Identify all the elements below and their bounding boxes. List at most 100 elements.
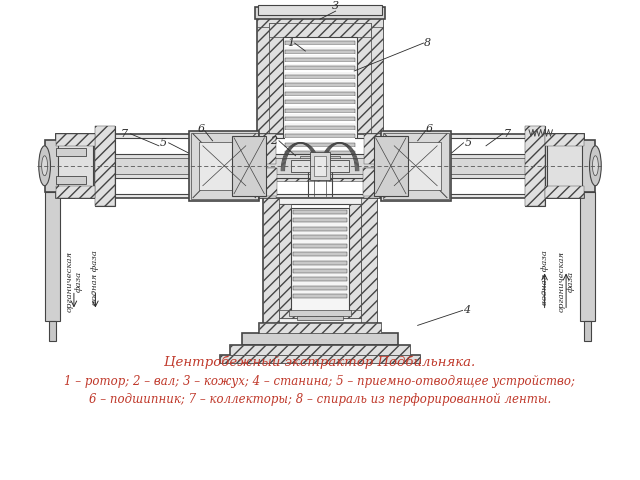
Bar	[285, 62, 355, 63]
Text: водная фаза: водная фаза	[92, 251, 99, 305]
Text: 5: 5	[465, 138, 472, 148]
Bar	[364, 134, 383, 164]
Bar	[364, 168, 383, 198]
Text: 2: 2	[269, 136, 276, 146]
Bar	[292, 227, 348, 230]
Text: 1: 1	[287, 38, 294, 48]
Bar	[525, 126, 545, 205]
Bar	[263, 196, 279, 325]
Bar	[199, 142, 250, 190]
Bar	[364, 9, 383, 169]
Bar	[374, 136, 408, 196]
Bar	[95, 126, 115, 205]
Bar	[259, 5, 381, 15]
Bar	[283, 37, 357, 167]
Bar	[285, 147, 355, 148]
Bar	[292, 286, 348, 290]
Bar	[291, 160, 349, 172]
Bar	[279, 204, 291, 318]
Bar	[95, 126, 115, 205]
Bar	[45, 140, 62, 192]
Text: 7: 7	[504, 129, 511, 139]
Bar	[285, 96, 355, 97]
Bar	[285, 138, 355, 140]
Bar	[285, 143, 355, 147]
Bar	[584, 322, 591, 341]
Bar	[547, 138, 582, 194]
Bar	[292, 252, 348, 256]
Bar	[314, 156, 326, 176]
Bar	[61, 154, 579, 178]
Bar	[285, 75, 355, 79]
Bar	[296, 316, 344, 320]
Text: 6 – подшипник; 7 – коллекторы; 8 – спираль из перфорированной ленты.: 6 – подшипник; 7 – коллекторы; 8 – спира…	[89, 393, 551, 406]
Bar	[61, 138, 579, 194]
Bar	[220, 355, 420, 363]
Text: водная фаза: водная фаза	[541, 251, 548, 305]
Bar	[285, 126, 355, 130]
Bar	[56, 186, 95, 198]
Bar	[285, 151, 355, 155]
Bar	[285, 134, 355, 138]
Bar	[285, 67, 355, 71]
Bar	[292, 218, 348, 222]
Bar	[58, 138, 93, 194]
Bar	[257, 9, 276, 169]
Bar	[285, 79, 355, 81]
Text: органическая
фаза: органическая фаза	[557, 251, 575, 312]
Text: 8: 8	[424, 38, 431, 48]
Bar	[66, 158, 574, 174]
Bar	[580, 192, 595, 322]
Bar	[220, 355, 420, 363]
Bar	[259, 324, 381, 333]
Bar	[292, 235, 348, 239]
Bar	[285, 155, 355, 157]
Bar	[525, 126, 545, 205]
Bar	[545, 134, 584, 146]
Bar	[361, 196, 377, 325]
Bar	[257, 168, 276, 198]
Bar	[545, 134, 584, 198]
Bar	[285, 71, 355, 72]
Bar	[285, 45, 355, 47]
Bar	[257, 134, 276, 164]
Bar	[232, 136, 266, 196]
Ellipse shape	[593, 156, 598, 176]
Bar	[545, 186, 584, 198]
Bar	[292, 269, 348, 273]
Bar	[257, 169, 383, 180]
Bar	[285, 92, 355, 96]
Text: 7: 7	[121, 129, 128, 139]
Bar	[310, 152, 330, 180]
Bar	[279, 311, 361, 318]
Bar	[269, 23, 371, 171]
Bar	[259, 324, 381, 333]
Text: 1 – ротор; 2 – вал; 3 – кожух; 4 – станина; 5 – приемно-отводящее устройство;: 1 – ротор; 2 – вал; 3 – кожух; 4 – стани…	[65, 375, 575, 388]
Bar	[189, 131, 259, 201]
Bar	[383, 133, 449, 199]
Bar	[255, 7, 385, 19]
Ellipse shape	[589, 146, 601, 186]
Bar	[390, 142, 441, 190]
Bar	[285, 100, 355, 105]
Bar	[230, 345, 410, 355]
Bar	[292, 294, 348, 299]
Bar	[191, 133, 257, 199]
Bar	[300, 156, 340, 164]
Bar	[578, 140, 595, 192]
Ellipse shape	[42, 156, 47, 176]
Text: 6: 6	[197, 124, 204, 134]
Text: Центробежный экстрактор Подбильняка.: Центробежный экстрактор Подбильняка.	[164, 355, 476, 369]
Bar	[363, 168, 377, 196]
Text: органическая
фаза: органическая фаза	[65, 251, 83, 312]
Text: 4: 4	[463, 305, 470, 315]
Bar	[285, 113, 355, 114]
Bar	[308, 164, 332, 169]
Bar	[263, 168, 277, 196]
Bar	[285, 41, 355, 45]
Bar	[285, 87, 355, 89]
Bar	[257, 9, 383, 174]
Text: 6: 6	[426, 124, 433, 134]
Bar	[285, 118, 355, 121]
Bar	[285, 58, 355, 62]
